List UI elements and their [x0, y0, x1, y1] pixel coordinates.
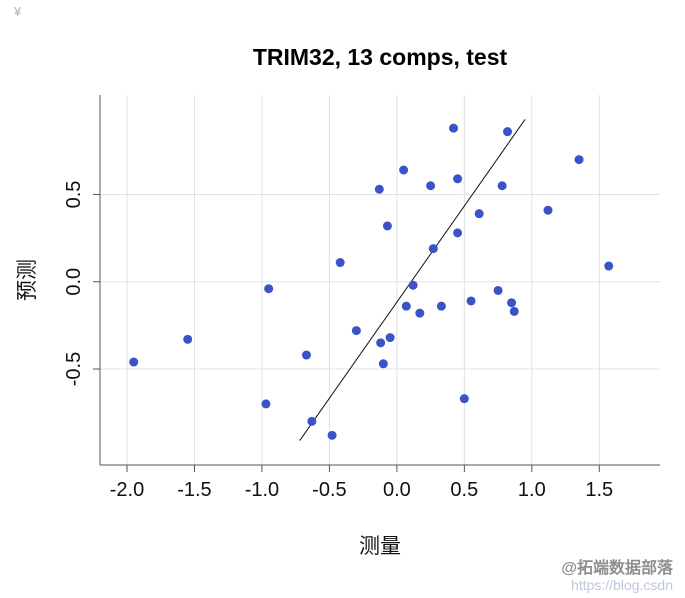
data-point: [428, 244, 438, 254]
data-point: [307, 416, 317, 426]
data-point: [466, 296, 476, 306]
y-tick-label: 0.0: [63, 268, 85, 296]
x-tick-label: 1.5: [585, 479, 613, 501]
data-point: [415, 308, 425, 318]
data-point: [453, 174, 463, 184]
x-tick-label: -1.5: [177, 479, 211, 501]
reference-line: [299, 119, 526, 441]
data-point: [493, 285, 503, 295]
data-point: [449, 123, 459, 133]
x-axis-label: 测量: [359, 535, 401, 558]
data-point: [408, 280, 418, 290]
data-point: [497, 181, 507, 191]
data-point: [574, 155, 584, 165]
data-point: [129, 357, 139, 367]
data-point: [378, 359, 388, 369]
data-point: [459, 394, 469, 404]
data-point: [327, 430, 337, 440]
y-tick-label: -0.5: [63, 352, 85, 386]
x-tick-label: 0.5: [450, 479, 478, 501]
data-point: [507, 298, 517, 308]
data-point: [543, 205, 553, 215]
data-point: [351, 326, 361, 336]
data-point: [335, 258, 345, 268]
x-tick-label: -0.5: [312, 479, 346, 501]
data-point: [382, 221, 392, 231]
watermark-brand: @拓端数据部落: [561, 560, 673, 577]
data-point: [503, 127, 513, 137]
watermark-url: https://blog.csdn: [571, 577, 673, 593]
data-point: [376, 338, 386, 348]
data-point: [453, 228, 463, 238]
data-point: [264, 284, 274, 294]
data-point: [385, 333, 395, 343]
data-point: [436, 301, 446, 311]
data-point: [401, 301, 411, 311]
y-axis-label: 预测: [16, 259, 39, 301]
x-tick-label: 1.0: [518, 479, 546, 501]
data-point: [374, 184, 384, 194]
x-tick-label: -1.0: [245, 479, 279, 501]
data-point: [399, 165, 409, 175]
y-tick-label: 0.5: [63, 181, 85, 209]
data-point: [261, 399, 271, 409]
data-point: [426, 181, 436, 191]
data-point: [509, 306, 519, 316]
corner-mark: ¥: [14, 4, 22, 19]
data-point: [183, 334, 193, 344]
data-point: [301, 350, 311, 360]
watermark: @拓端数据部落 https://blog.csdn: [561, 560, 673, 594]
x-tick-label: -2.0: [110, 479, 144, 501]
data-point: [604, 261, 614, 271]
data-point: [474, 209, 484, 219]
chart-title: TRIM32, 13 comps, test: [252, 44, 508, 70]
x-tick-label: 0.0: [383, 479, 411, 501]
